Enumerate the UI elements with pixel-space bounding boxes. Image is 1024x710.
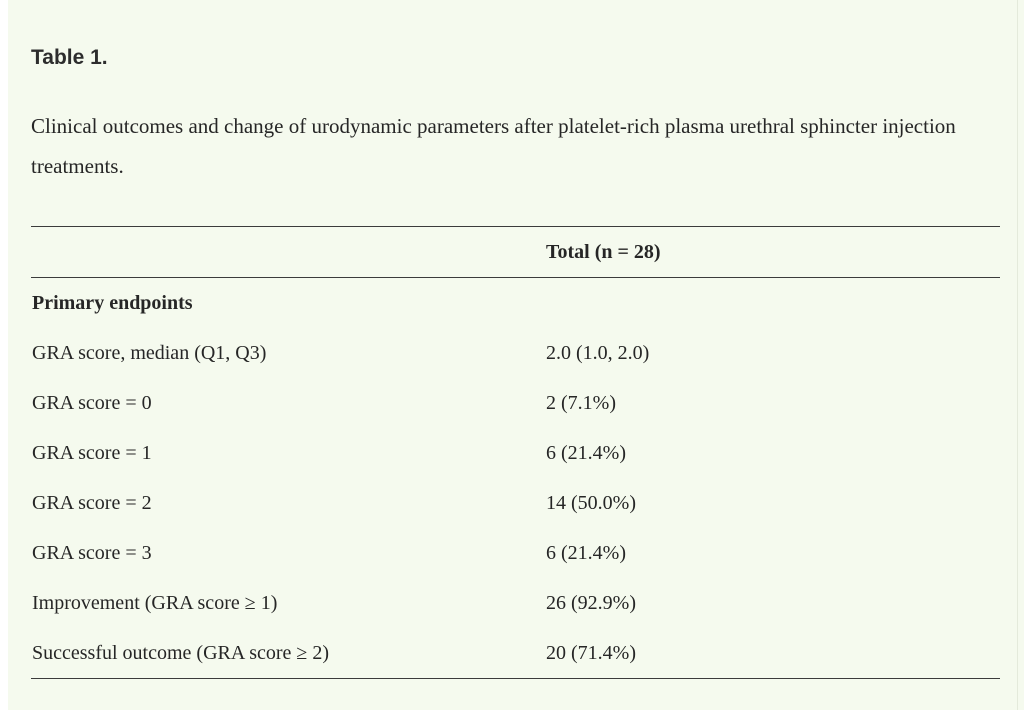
row-value: 26 (92.9%) bbox=[546, 591, 636, 614]
row-label: GRA score = 1 bbox=[32, 441, 152, 464]
table-row: Improvement (GRA score ≥ 1) 26 (92.9%) bbox=[31, 578, 1000, 628]
table-row: GRA score = 0 2 (7.1%) bbox=[31, 378, 1000, 428]
table-header-row: Total (n = 28) bbox=[31, 227, 1000, 278]
table-row: Primary endpoints bbox=[31, 278, 1000, 328]
row-value: 2 (7.1%) bbox=[546, 391, 616, 414]
row-label: GRA score, median (Q1, Q3) bbox=[32, 341, 267, 364]
article-page: Table 1. Clinical outcomes and change of… bbox=[8, 0, 1024, 710]
row-label: GRA score = 2 bbox=[32, 491, 152, 514]
row-value: 14 (50.0%) bbox=[546, 491, 636, 514]
table-caption: Clinical outcomes and change of urodynam… bbox=[31, 114, 956, 178]
row-label: Improvement (GRA score ≥ 1) bbox=[32, 591, 278, 614]
row-value: 2.0 (1.0, 2.0) bbox=[546, 341, 650, 364]
row-value: 6 (21.4%) bbox=[546, 541, 626, 564]
table-title: Table 1. bbox=[31, 46, 108, 69]
table-row: Successful outcome (GRA score ≥ 2) 20 (7… bbox=[31, 628, 1000, 678]
table-container: Table 1. Clinical outcomes and change of… bbox=[8, 0, 1024, 679]
data-table: Total (n = 28) Primary endpoints GRA sco… bbox=[31, 226, 1000, 679]
table-row: GRA score = 1 6 (21.4%) bbox=[31, 428, 1000, 478]
row-label: Primary endpoints bbox=[32, 291, 193, 314]
row-label: Successful outcome (GRA score ≥ 2) bbox=[32, 641, 330, 664]
table-row: GRA score = 3 6 (21.4%) bbox=[31, 528, 1000, 578]
column-header-total: Total (n = 28) bbox=[546, 240, 661, 263]
row-value: 20 (71.4%) bbox=[546, 641, 636, 664]
table-row: GRA score = 2 14 (50.0%) bbox=[31, 478, 1000, 528]
table-row: GRA score, median (Q1, Q3) 2.0 (1.0, 2.0… bbox=[31, 328, 1000, 378]
row-value: 6 (21.4%) bbox=[546, 441, 626, 464]
row-label: GRA score = 0 bbox=[32, 391, 152, 414]
page-right-edge-divider bbox=[1017, 0, 1018, 710]
row-label: GRA score = 3 bbox=[32, 541, 152, 564]
